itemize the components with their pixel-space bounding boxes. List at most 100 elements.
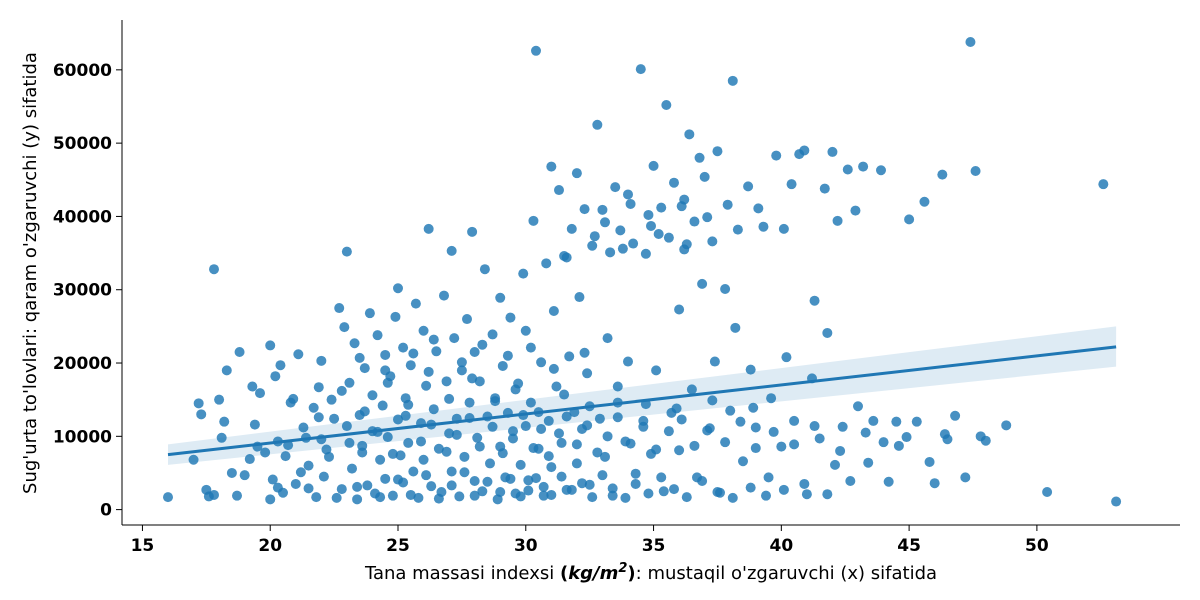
data-point bbox=[776, 441, 787, 452]
data-point bbox=[745, 482, 756, 493]
data-point bbox=[495, 292, 506, 303]
confidence-band-layer bbox=[168, 326, 1117, 465]
data-point bbox=[587, 240, 598, 251]
data-point bbox=[469, 347, 480, 358]
data-point bbox=[518, 268, 529, 279]
x-axis-ticks: 15 20 25 30 35 40 45 50 bbox=[131, 525, 1049, 556]
data-point bbox=[551, 381, 562, 392]
data-point bbox=[508, 426, 518, 437]
x-tick-label: 40 bbox=[769, 536, 793, 556]
data-point bbox=[748, 402, 759, 413]
data-point bbox=[354, 352, 365, 363]
data-point bbox=[214, 394, 225, 405]
data-point bbox=[487, 421, 498, 432]
data-point bbox=[750, 422, 761, 433]
data-point bbox=[497, 360, 508, 371]
data-point bbox=[809, 295, 820, 306]
data-point bbox=[939, 429, 950, 440]
data-point bbox=[477, 486, 488, 497]
data-point bbox=[515, 459, 526, 470]
data-point bbox=[577, 478, 587, 489]
data-point bbox=[456, 365, 467, 376]
data-point bbox=[548, 363, 559, 374]
data-point bbox=[265, 340, 276, 351]
data-point bbox=[444, 428, 455, 439]
data-point bbox=[193, 398, 204, 409]
regression-line bbox=[167, 345, 1117, 457]
data-point bbox=[546, 462, 557, 473]
data-point bbox=[334, 303, 345, 314]
regression-line-layer bbox=[167, 345, 1117, 457]
data-point bbox=[612, 412, 623, 423]
data-point bbox=[318, 471, 329, 482]
data-point bbox=[523, 485, 534, 496]
data-point bbox=[694, 152, 705, 163]
data-point bbox=[628, 238, 639, 249]
data-point bbox=[835, 445, 846, 456]
data-point bbox=[589, 231, 600, 242]
data-point bbox=[349, 338, 360, 349]
data-point bbox=[625, 438, 636, 449]
data-point bbox=[758, 221, 769, 232]
data-point bbox=[702, 212, 713, 223]
data-point bbox=[395, 450, 406, 461]
y-axis-ticks: 0 10000 20000 30000 40000 50000 60000 bbox=[53, 61, 122, 521]
data-point bbox=[267, 474, 278, 485]
data-point bbox=[441, 446, 452, 457]
data-point bbox=[485, 458, 495, 469]
data-point bbox=[789, 439, 800, 450]
data-point bbox=[597, 470, 608, 481]
x-tick-label: 35 bbox=[642, 536, 666, 556]
data-point bbox=[725, 405, 736, 416]
data-point bbox=[543, 415, 554, 426]
data-point bbox=[303, 483, 314, 494]
data-point bbox=[467, 373, 478, 384]
data-point bbox=[390, 311, 401, 322]
data-point bbox=[311, 492, 322, 503]
data-point bbox=[387, 448, 398, 459]
data-point bbox=[579, 347, 590, 358]
data-point bbox=[681, 492, 692, 503]
data-point bbox=[321, 444, 332, 455]
data-point bbox=[623, 189, 633, 200]
data-point bbox=[423, 223, 434, 234]
data-point bbox=[462, 314, 472, 325]
data-point bbox=[860, 427, 871, 438]
data-point bbox=[515, 491, 526, 502]
y-axis-title: Sug'urta to'lovlari: qaram o'zgaruvchi (… bbox=[20, 52, 41, 494]
data-point bbox=[446, 245, 457, 256]
data-point bbox=[799, 145, 810, 156]
data-point bbox=[965, 36, 976, 47]
data-point bbox=[451, 429, 462, 440]
data-point bbox=[648, 160, 659, 171]
data-point bbox=[439, 290, 449, 301]
data-point bbox=[400, 410, 411, 421]
data-point bbox=[474, 441, 485, 452]
data-point bbox=[658, 486, 669, 497]
data-point bbox=[446, 480, 457, 491]
data-point bbox=[853, 401, 863, 412]
x-tick-label: 20 bbox=[258, 536, 282, 556]
data-point bbox=[303, 460, 314, 471]
data-point bbox=[413, 492, 424, 503]
data-point bbox=[663, 232, 674, 243]
data-point bbox=[449, 333, 460, 344]
data-point bbox=[766, 393, 777, 404]
data-point bbox=[341, 421, 352, 432]
data-point bbox=[377, 400, 388, 411]
data-point bbox=[832, 215, 843, 226]
data-point bbox=[329, 413, 340, 424]
data-point bbox=[561, 411, 572, 422]
data-point bbox=[364, 308, 375, 319]
data-point bbox=[822, 489, 833, 500]
x-tick-label: 25 bbox=[386, 536, 410, 556]
data-point bbox=[602, 431, 613, 442]
data-point bbox=[487, 329, 498, 340]
data-point bbox=[255, 388, 265, 399]
data-point bbox=[421, 470, 432, 481]
data-point bbox=[1098, 179, 1109, 190]
data-point bbox=[265, 494, 276, 505]
data-point bbox=[827, 146, 838, 157]
y-tick-label: 50000 bbox=[53, 134, 112, 154]
